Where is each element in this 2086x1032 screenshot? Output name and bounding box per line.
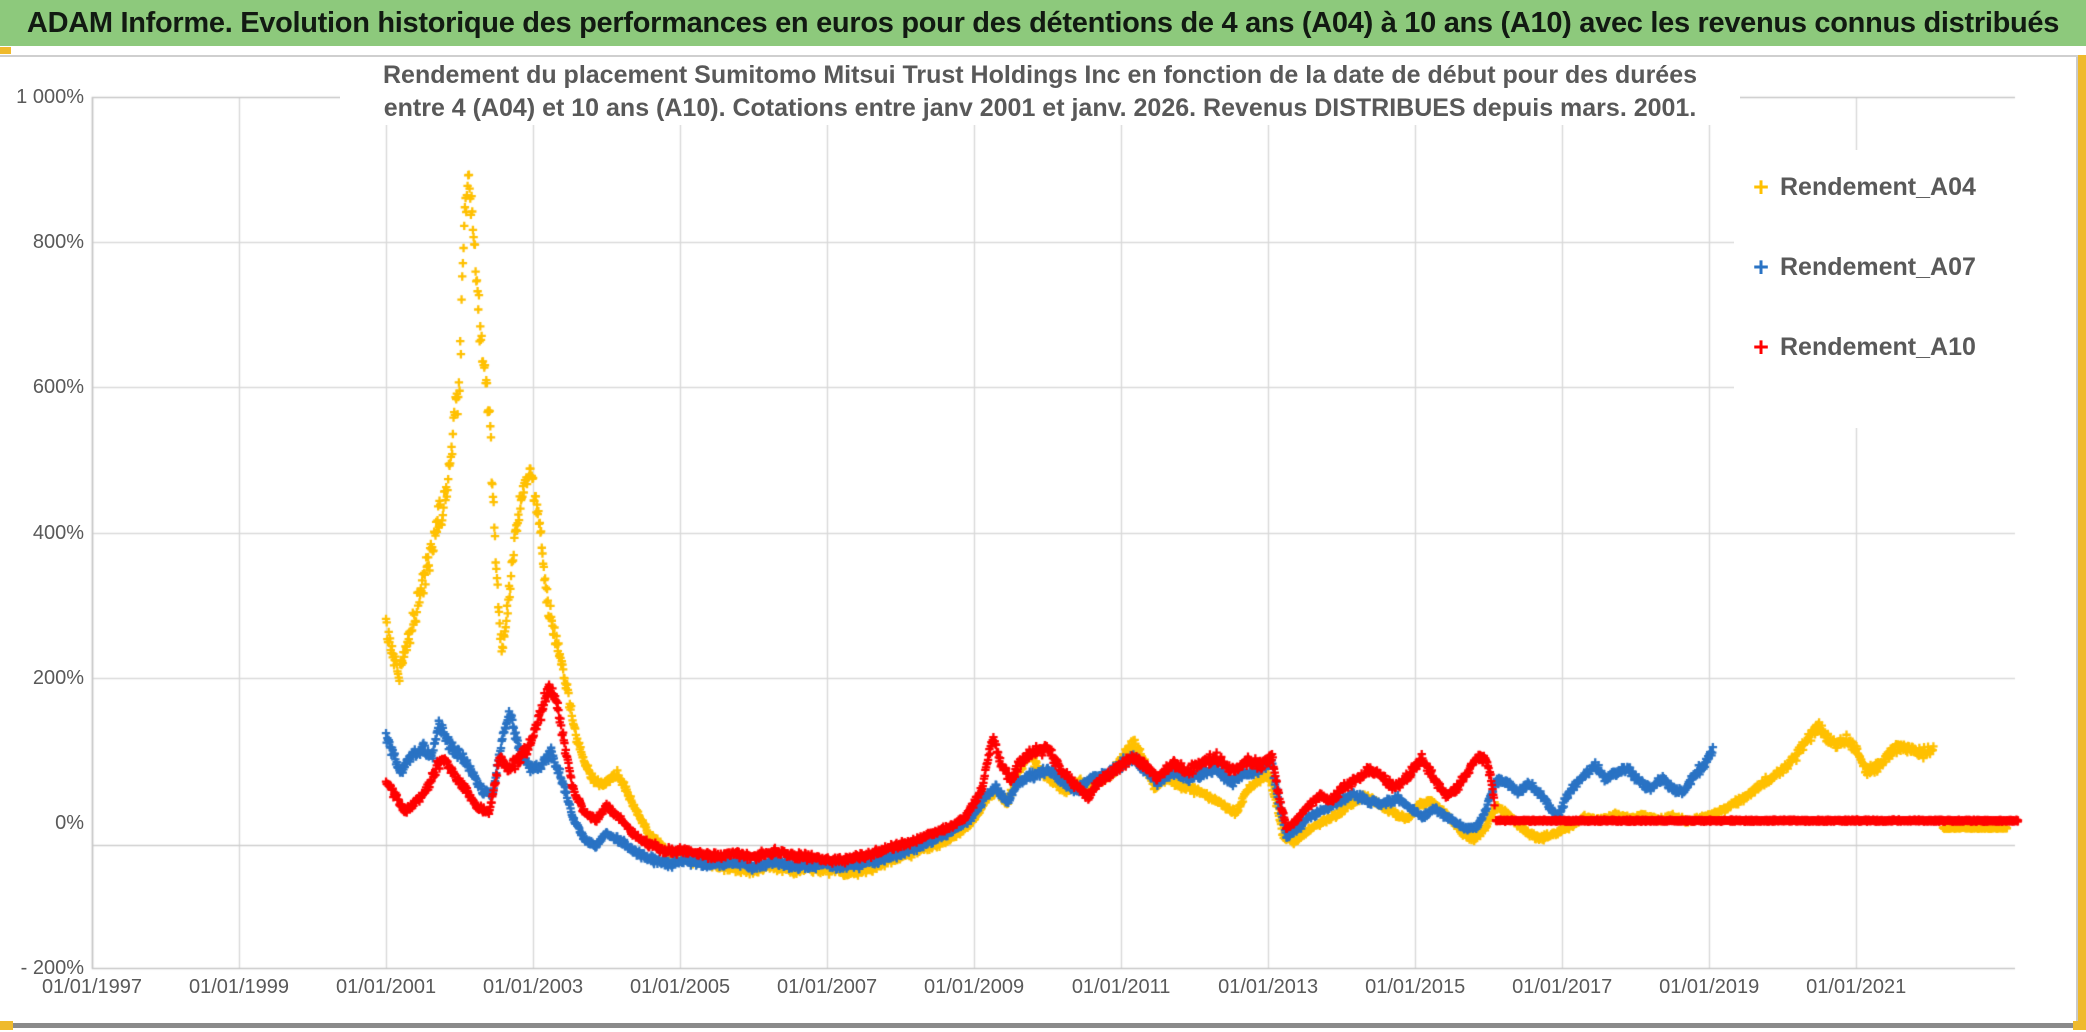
x-axis-label: 01/01/2015: [1365, 976, 1466, 998]
legend-label: Rendement_A07: [1780, 252, 1976, 281]
chart-title-line-2: entre 4 (A04) et 10 ans (A10). Cotations…: [383, 94, 1697, 122]
x-axis-label: 01/01/2011: [1071, 976, 1171, 998]
y-axis-label: 200%: [32, 666, 84, 689]
y-axis-label: - 200%: [20, 957, 84, 979]
x-axis-label: 01/01/2021: [1806, 976, 1907, 998]
plus-marker-icon: +: [1753, 252, 1769, 282]
x-axis-label: 01/01/1997: [41, 976, 143, 998]
x-axis-label: 01/01/2009: [924, 976, 1025, 998]
y-axis-label: 400%: [32, 521, 84, 544]
legend-label: Rendement_A04: [1780, 172, 1976, 201]
legend-label: Rendement_A10: [1780, 332, 1976, 361]
legend-entry-rendement-a07: + Rendement_A07: [1734, 247, 2076, 287]
y-axis-label: 0%: [55, 811, 84, 834]
plus-marker-icon: +: [1753, 332, 1769, 362]
plus-marker-icon: +: [1753, 172, 1769, 202]
legend-entry-rendement-a10: + Rendement_A10: [1734, 327, 2076, 367]
chart-title-line-1: Rendement du placement Sumitomo Mitsui T…: [382, 61, 1698, 89]
y-axis-label: 600%: [32, 376, 84, 399]
x-axis-label: 01/01/2007: [777, 976, 878, 998]
x-axis-label: 01/01/2019: [1659, 976, 1760, 998]
legend: + Rendement_A04 + Rendement_A07 + Rendem…: [1734, 150, 2076, 428]
x-axis-label: 01/01/2017: [1512, 976, 1613, 998]
y-axis-label: 800%: [32, 231, 84, 254]
x-axis-label: 01/01/2013: [1218, 976, 1319, 998]
x-axis-label: 01/01/2001: [335, 976, 437, 998]
x-axis-label: 01/01/2003: [482, 976, 584, 998]
x-axis-label: 01/01/2005: [630, 976, 731, 998]
x-axis-label: 01/01/1999: [188, 976, 290, 998]
y-axis-label: 1 000%: [16, 86, 84, 108]
legend-entry-rendement-a04: + Rendement_A04: [1734, 167, 2076, 207]
chart-title: Rendement du placement Sumitomo Mitsui T…: [340, 59, 1740, 125]
